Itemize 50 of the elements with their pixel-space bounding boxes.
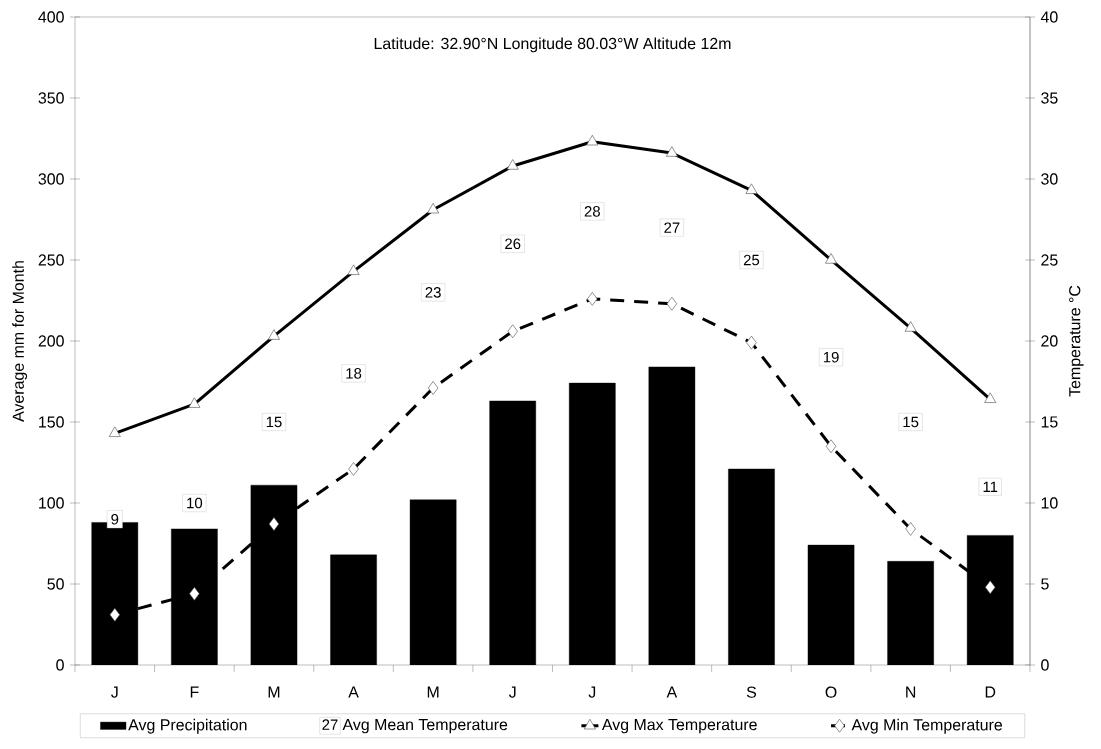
x-tick-label: J (111, 686, 118, 698)
legend-label: Avg Mean Temperature (342, 719, 508, 734)
x-tick-label: N (906, 686, 916, 698)
data-label: 27 (664, 222, 680, 233)
y2-tick-label: 5 (1041, 578, 1049, 590)
legend-label: Avg Min Temperature (851, 718, 1003, 734)
y2-tick-label: 0 (1041, 659, 1049, 671)
data-label: 28 (584, 206, 600, 217)
x-tick-label: A (348, 686, 359, 698)
x-tick-label: F (190, 686, 199, 698)
y2-tick-label: 35 (1041, 92, 1058, 104)
y-tick-label: 50 (47, 578, 64, 590)
y-axis-title: Average mm for Month (12, 261, 28, 422)
y2-axis-title: Temperature °C (1069, 285, 1084, 397)
x-tick-label: M (427, 686, 439, 698)
data-label: 11 (983, 481, 998, 492)
x-tick-label: J (588, 686, 596, 698)
y2-tick-label: 25 (1041, 254, 1058, 266)
y2-tick-label: 10 (1041, 497, 1058, 509)
data-label: 26 (505, 238, 521, 250)
annotation: Latitude: 32.90°N Longitude 80.03°W Altitude 12m (374, 37, 731, 53)
x-tick-label: O (825, 686, 837, 698)
data-label: 23 (425, 287, 441, 298)
y-tick-label: 100 (39, 497, 64, 509)
data-label: 19 (823, 351, 839, 363)
y2-tick-label: 40 (1040, 11, 1058, 23)
y-tick-label: 300 (38, 173, 64, 185)
data-label: 18 (346, 368, 362, 379)
y2-tick-label: 30 (1041, 173, 1058, 185)
text: 27 (322, 719, 338, 730)
y2-tick-label: 15 (1041, 416, 1058, 428)
data-label: 15 (266, 416, 282, 428)
legend-label: Avg Max Temperature (601, 719, 757, 734)
y-tick-label: 250 (38, 254, 64, 266)
y2-tick-label: 20 (1041, 335, 1058, 347)
data-label: 25 (743, 254, 760, 266)
y-tick-label: 400 (38, 11, 64, 23)
legend-label: Avg Precipitation (128, 718, 247, 734)
data-label: 9 (111, 513, 119, 525)
x-tick-label: A (666, 686, 678, 698)
data-label: 10 (187, 497, 203, 509)
y-tick-label: 150 (39, 416, 64, 428)
y-tick-label: 350 (38, 92, 64, 104)
x-tick-label: D (985, 686, 996, 698)
y-tick-label: 200 (38, 335, 64, 347)
x-tick-label: M (268, 686, 280, 698)
y-tick-label: 0 (56, 659, 64, 671)
x-tick-label: S (746, 686, 757, 698)
data-label: 15 (903, 416, 919, 428)
x-tick-label: J (508, 686, 516, 698)
